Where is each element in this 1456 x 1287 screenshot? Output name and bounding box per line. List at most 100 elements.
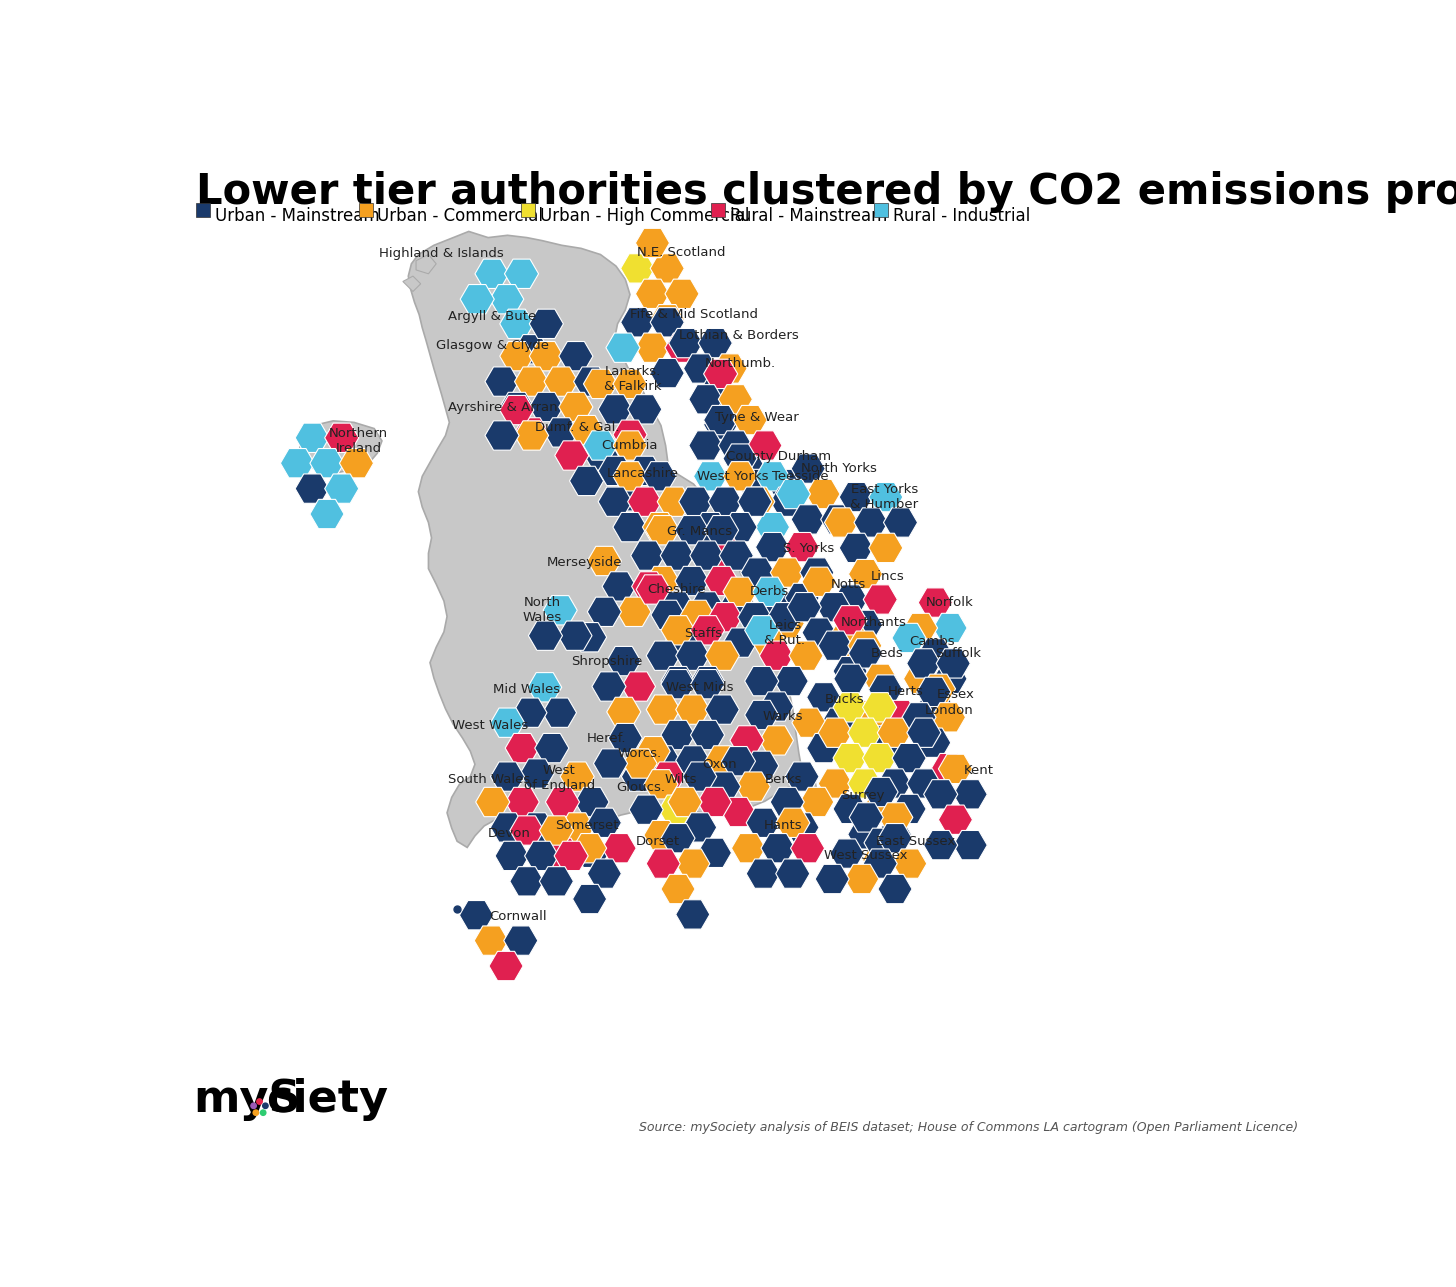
Polygon shape: [904, 614, 938, 642]
Polygon shape: [699, 380, 732, 408]
Polygon shape: [932, 703, 965, 732]
Polygon shape: [690, 541, 724, 570]
Polygon shape: [724, 628, 757, 658]
Text: Teesside: Teesside: [772, 470, 828, 483]
Polygon shape: [753, 577, 786, 606]
Polygon shape: [613, 462, 646, 490]
Polygon shape: [738, 486, 772, 516]
Polygon shape: [863, 664, 897, 694]
Polygon shape: [572, 834, 607, 862]
Polygon shape: [485, 367, 520, 396]
Polygon shape: [545, 367, 578, 396]
Polygon shape: [767, 602, 801, 632]
Polygon shape: [460, 901, 494, 931]
Polygon shape: [513, 698, 547, 727]
Polygon shape: [721, 746, 756, 776]
Circle shape: [250, 1103, 256, 1108]
Text: Urban - Commercial: Urban - Commercial: [377, 207, 543, 225]
Text: Worcs.: Worcs.: [617, 746, 661, 761]
Polygon shape: [632, 571, 665, 601]
Polygon shape: [833, 744, 868, 772]
Text: Gr. Mancs: Gr. Mancs: [667, 525, 732, 538]
Text: Cumbria: Cumbria: [601, 439, 658, 452]
Polygon shape: [818, 768, 852, 798]
Polygon shape: [539, 866, 574, 896]
Polygon shape: [661, 667, 695, 696]
Polygon shape: [853, 700, 888, 730]
Polygon shape: [878, 768, 911, 798]
Polygon shape: [893, 623, 926, 653]
Polygon shape: [546, 838, 579, 867]
Polygon shape: [572, 884, 607, 914]
Polygon shape: [705, 566, 738, 596]
Polygon shape: [922, 674, 955, 704]
Polygon shape: [862, 692, 897, 722]
Polygon shape: [495, 842, 529, 870]
Text: S. Yorks: S. Yorks: [782, 542, 834, 555]
Polygon shape: [606, 333, 641, 363]
Polygon shape: [555, 842, 588, 870]
Polygon shape: [954, 830, 987, 860]
Polygon shape: [939, 806, 973, 834]
Polygon shape: [613, 431, 646, 461]
Polygon shape: [748, 431, 782, 461]
Polygon shape: [499, 395, 534, 425]
Text: North
Wales: North Wales: [523, 596, 562, 624]
Text: West
of England: West of England: [524, 764, 596, 792]
Polygon shape: [738, 470, 772, 498]
Polygon shape: [559, 393, 593, 422]
Text: Kent: Kent: [964, 764, 993, 777]
Polygon shape: [636, 575, 670, 604]
Polygon shape: [620, 308, 655, 337]
Polygon shape: [849, 560, 882, 588]
Polygon shape: [584, 431, 617, 461]
Polygon shape: [609, 723, 642, 753]
Text: Derbs: Derbs: [750, 586, 789, 598]
Polygon shape: [325, 423, 358, 453]
Text: East Sussex: East Sussex: [875, 835, 955, 848]
Polygon shape: [543, 596, 577, 625]
Polygon shape: [834, 636, 868, 665]
Polygon shape: [744, 615, 779, 645]
Polygon shape: [300, 421, 381, 474]
Polygon shape: [744, 700, 779, 730]
Polygon shape: [594, 749, 628, 779]
Text: Suffolk: Suffolk: [936, 647, 981, 660]
Polygon shape: [676, 566, 709, 596]
Text: London: London: [925, 704, 974, 717]
Polygon shape: [296, 423, 329, 453]
Polygon shape: [651, 359, 684, 387]
Text: Cambs: Cambs: [910, 634, 955, 647]
Polygon shape: [901, 703, 936, 732]
Polygon shape: [839, 483, 874, 512]
Polygon shape: [651, 308, 684, 337]
Circle shape: [262, 1103, 268, 1108]
Polygon shape: [416, 255, 437, 274]
Polygon shape: [690, 669, 725, 699]
Polygon shape: [775, 667, 808, 696]
Polygon shape: [747, 858, 780, 888]
Polygon shape: [545, 418, 578, 447]
Polygon shape: [690, 667, 725, 696]
Text: Lanarks.
& Falkirk: Lanarks. & Falkirk: [604, 366, 662, 394]
Polygon shape: [510, 866, 545, 896]
Polygon shape: [505, 734, 539, 763]
Polygon shape: [676, 900, 711, 929]
Text: West Wales: West Wales: [453, 719, 529, 732]
Polygon shape: [489, 951, 523, 981]
Text: West Yorks: West Yorks: [696, 470, 767, 483]
Text: Urban - Mainstream: Urban - Mainstream: [214, 207, 379, 225]
Polygon shape: [623, 749, 657, 779]
Polygon shape: [651, 254, 684, 283]
Text: Northern
Ireland: Northern Ireland: [329, 427, 389, 454]
Polygon shape: [676, 745, 711, 775]
Text: Northumb.: Northumb.: [705, 358, 776, 371]
Polygon shape: [737, 772, 770, 802]
Polygon shape: [689, 385, 724, 414]
Polygon shape: [756, 462, 789, 490]
Polygon shape: [792, 708, 826, 737]
Polygon shape: [651, 762, 684, 792]
Polygon shape: [575, 838, 609, 867]
Text: Norfolk: Norfolk: [926, 596, 973, 609]
Polygon shape: [460, 284, 494, 314]
